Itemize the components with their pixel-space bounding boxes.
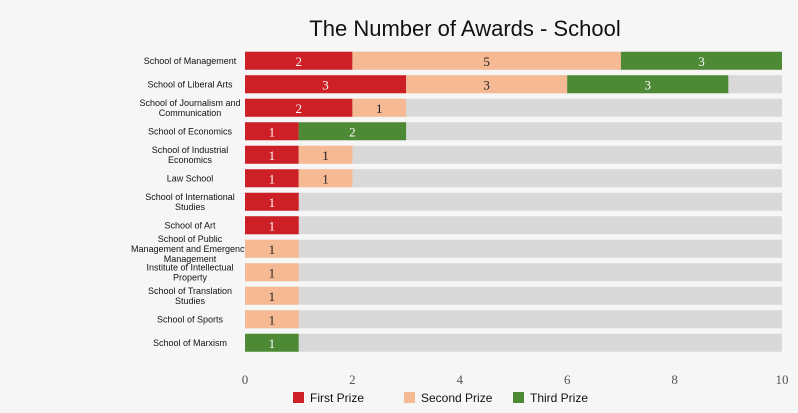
legend-label-second-prize: Second Prize: [421, 391, 493, 405]
bar-first-prize: [245, 216, 299, 235]
chart-title: The Number of Awards - School: [309, 16, 620, 41]
data-label: 3: [483, 77, 490, 92]
category-label-school-of-economics: School of Economics: [148, 126, 233, 136]
data-label: 3: [645, 77, 652, 92]
data-label: 3: [322, 77, 329, 92]
category-label-school-of-journalism-and-communication: School of Journalism and Communication: [139, 98, 240, 118]
legend-label-third-prize: Third Prize: [530, 391, 588, 405]
bar-first-prize: [245, 51, 353, 70]
category-label-school-of-sports: School of Sports: [157, 314, 224, 324]
legend-label-first-prize: First Prize: [310, 391, 364, 405]
legend: First Prize Second Prize Third Prize: [293, 391, 588, 405]
bar-first-prize: [245, 169, 299, 188]
data-label: 5: [483, 54, 490, 69]
bar-track: [245, 192, 782, 211]
data-label: 1: [322, 171, 329, 186]
bar-first-prize: [245, 75, 407, 94]
x-tick-label: 10: [776, 372, 789, 387]
bar-track: [245, 239, 782, 258]
bar-second-prize: [245, 239, 299, 258]
bar-first-prize: [245, 98, 353, 117]
bar-third-prize: [620, 51, 782, 70]
bar-second-prize: [352, 98, 407, 117]
data-label: 1: [269, 195, 276, 210]
category-label-school-of-translation-studies: School of Translation Studies: [148, 286, 232, 306]
bar-track: [245, 216, 782, 235]
bar-second-prize: [245, 286, 299, 305]
category-label-school-of-public-management-and-emergency-management: School of Public Management and Emergency…: [131, 234, 250, 264]
data-label: 2: [295, 101, 302, 116]
bar-third-prize: [245, 333, 299, 352]
data-label: 1: [269, 124, 276, 139]
data-label: 2: [295, 54, 302, 69]
data-label: 1: [269, 218, 276, 233]
category-label-school-of-marxism: School of Marxism: [153, 338, 227, 348]
bar-second-prize: [245, 263, 299, 282]
x-tick-label: 6: [564, 372, 571, 387]
data-label: 1: [269, 265, 276, 280]
bar-third-prize: [567, 75, 729, 94]
bar-second-prize: [298, 169, 353, 188]
category-label-school-of-liberal-arts: School of Liberal Arts: [147, 79, 233, 89]
legend-swatch-first-prize: [293, 392, 304, 403]
x-tick-label: 2: [349, 372, 356, 387]
data-label: 1: [269, 148, 276, 163]
data-label: 1: [269, 242, 276, 257]
x-axis: 0 2 4 6 8 10: [242, 372, 789, 387]
x-tick-label: 0: [242, 372, 249, 387]
category-label-school-of-art: School of Art: [164, 220, 216, 230]
bar-first-prize: [245, 145, 299, 164]
data-label: 1: [269, 312, 276, 327]
data-label: 1: [376, 101, 383, 116]
bar-third-prize: [298, 122, 407, 141]
bar-track: [245, 333, 782, 352]
x-tick-label: 4: [457, 372, 464, 387]
bar-track: [245, 310, 782, 329]
bar-second-prize: [298, 145, 353, 164]
bar-track: [245, 263, 782, 282]
bar-first-prize: [245, 192, 299, 211]
category-label-school-of-industrial-economics: School of Industrial Economics: [152, 145, 229, 165]
data-label: 1: [322, 148, 329, 163]
data-label: 2: [349, 124, 356, 139]
legend-swatch-third-prize: [513, 392, 524, 403]
bar-track: [245, 286, 782, 305]
legend-swatch-second-prize: [404, 392, 415, 403]
x-tick-label: 8: [671, 372, 678, 387]
category-label-institute-of-intellectual-property: Institute of Intellectual Property: [146, 262, 233, 282]
bar-second-prize: [245, 310, 299, 329]
bar-first-prize: [245, 122, 299, 141]
data-label: 1: [269, 336, 276, 351]
data-label: 3: [698, 54, 705, 69]
bar-track: [245, 145, 782, 164]
category-label-school-of-management: School of Management: [144, 56, 237, 66]
bar-second-prize: [352, 51, 621, 70]
category-label-law-school: Law School: [167, 173, 214, 183]
data-label: 1: [269, 171, 276, 186]
chart-rows: School of Management 2 5 3 School of Liberal…: [131, 51, 782, 352]
data-label: 1: [269, 289, 276, 304]
bar-second-prize: [406, 75, 568, 94]
bar-track: [245, 169, 782, 188]
category-label-school-of-international-studies: School of International Studies: [145, 192, 235, 212]
